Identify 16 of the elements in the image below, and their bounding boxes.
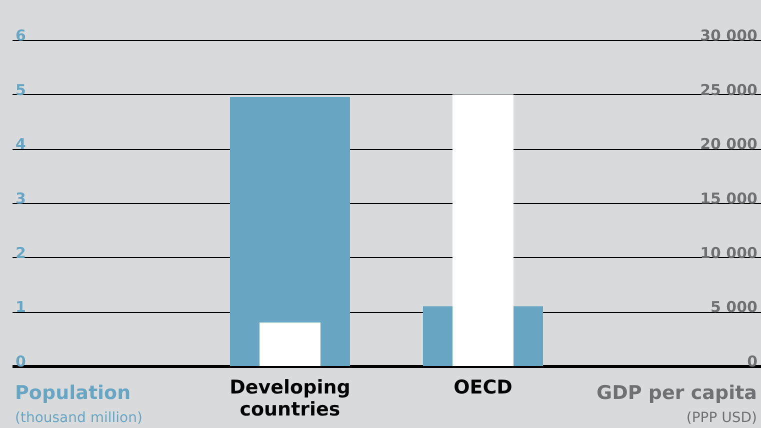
y-tick-label: 4 [16,135,26,154]
x-tick-label: Developing countries [230,376,350,420]
y2-tick-label: 5 000 [710,298,758,316]
y-tick-label: 2 [16,244,26,262]
y2-tick-label: 25 000 [700,80,758,99]
y-axis-title: Population (thousand million) [15,382,142,426]
y2-tick-label: 15 000 [700,190,758,208]
y2-tick-label: 20 000 [700,135,758,154]
y-tick-label: 1 [16,298,26,316]
y2-tick-label: 10 000 [700,244,758,262]
y2-axis-title: GDP per capita (PPP USD) [596,382,757,426]
y-tick-label: 3 [16,190,26,208]
y-tick-label: 6 [16,26,26,44]
y2-tick-label: 30 000 [700,26,758,44]
y-tick-label: 5 [16,80,26,99]
x-tick-label: OECD [454,376,512,398]
